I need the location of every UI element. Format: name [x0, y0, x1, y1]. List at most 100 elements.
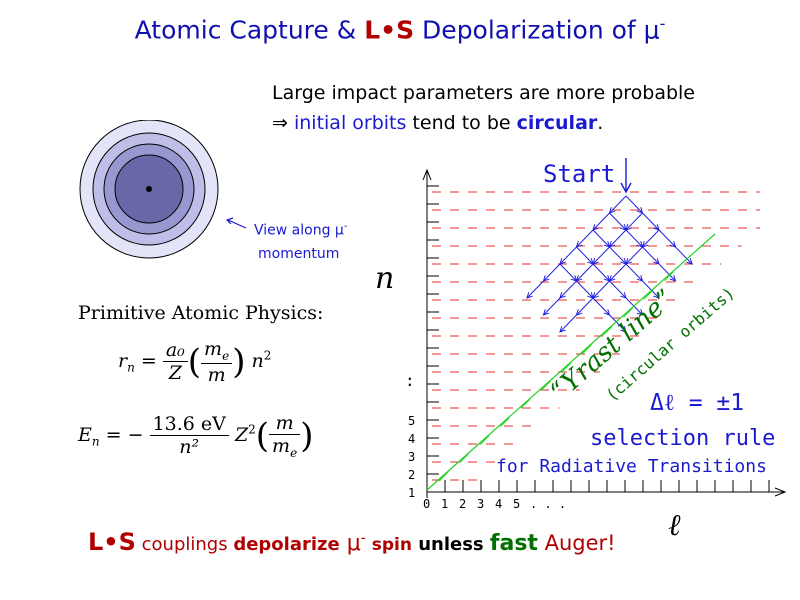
transition-arrow — [592, 246, 610, 265]
transition-arrow — [576, 246, 594, 265]
transition-arrow — [642, 280, 660, 299]
transition-arrow — [576, 297, 594, 316]
bottom-mu: μ — [339, 531, 361, 556]
transition-arrow-head — [542, 309, 550, 316]
primitive-physics-title: Primitive Atomic Physics: — [78, 302, 324, 324]
yrast-arrow — [664, 271, 674, 282]
y-tick-label: 5 — [408, 414, 415, 428]
transition-arrow-head — [620, 326, 627, 333]
me-over-m: me m — [201, 338, 233, 386]
x-tick-label: 5 — [513, 497, 520, 511]
m2-text: m — [275, 412, 294, 434]
transition-arrow — [609, 229, 627, 248]
transition-arrow — [642, 246, 660, 265]
transition-arrow — [609, 280, 627, 299]
r-symbol: r — [118, 349, 128, 372]
transition-arrow — [658, 263, 676, 282]
view-line1: View along μ — [254, 222, 344, 239]
transition-arrow — [576, 263, 594, 282]
transition-arrow-head — [686, 258, 693, 265]
energy-formula: En = − 13.6 eV n² Z2(m me) — [78, 412, 314, 460]
e-symbol: E — [78, 423, 92, 446]
transition-arrow — [559, 280, 577, 299]
x-tick-label: 1 — [441, 497, 448, 511]
transition-arrow — [526, 280, 544, 299]
n-sup: 2 — [263, 348, 272, 363]
me-text: m — [204, 338, 223, 360]
transition-arrow — [592, 229, 610, 248]
a0-over-z: a₀ Z — [162, 339, 188, 384]
a0-text: a₀ — [165, 339, 185, 362]
transition-arrow — [559, 263, 577, 282]
implies-arrow: ⇒ — [272, 112, 288, 134]
x-tick-label: 0 — [423, 497, 430, 511]
yrast-arrow — [561, 362, 572, 373]
transition-arrow-head — [526, 292, 533, 299]
yrast-arrows — [438, 271, 674, 482]
transition-arrow — [543, 263, 561, 282]
me2-text: m — [272, 435, 291, 457]
view-line2: momentum — [258, 245, 340, 262]
bottom-auger: Auger! — [537, 531, 616, 555]
transition-arrow — [559, 314, 577, 333]
bottom-sup: - — [360, 530, 366, 547]
n2-text: n² — [179, 436, 200, 459]
slide-title: Atomic Capture & L•S Depolarization of μ… — [0, 14, 800, 44]
transition-arrow — [642, 212, 660, 231]
energy-level-dashes — [432, 191, 760, 481]
transition-arrow — [625, 263, 643, 282]
title-part2: Depolarization of μ — [414, 15, 660, 45]
bottom-depolarize: depolarize — [233, 534, 340, 555]
l-axis-arrow — [774, 487, 787, 497]
transition-arrow — [625, 195, 643, 214]
intro-end: . — [597, 112, 604, 134]
transition-arrow — [625, 212, 643, 231]
y-dots: : — [405, 371, 415, 390]
x-tick-label: 3 — [477, 497, 484, 511]
z2-sup: 2 — [248, 422, 256, 437]
bottom-spin: spin — [365, 535, 412, 555]
start-label: Start — [543, 160, 615, 188]
transition-arrow — [658, 229, 676, 248]
yrast-arrow — [623, 307, 633, 318]
bottom-ls: L•S — [88, 528, 136, 556]
intro-line2: ⇒ initial orbits tend to be circular. — [272, 112, 603, 134]
yrast-arrow — [438, 471, 449, 482]
bottom-statement: L•S couplings depolarize μ- spin unless … — [88, 528, 616, 556]
z2-text: Z — [234, 423, 249, 446]
yrast-arrow — [479, 435, 490, 445]
y-tick-labels: 1 2 3 4 5 — [408, 414, 415, 500]
title-ls: L•S — [364, 15, 415, 45]
bottom-couplings: couplings — [135, 534, 234, 555]
x-tick-label: 4 — [495, 497, 502, 511]
transition-arrow — [576, 280, 594, 299]
m-text: m — [207, 363, 226, 386]
yrast-arrow — [541, 380, 551, 391]
selection-rule-label: selection rule — [590, 426, 775, 451]
transition-arrow — [625, 246, 643, 265]
start-arrow-head — [620, 182, 632, 194]
intro-mid: tend to be — [406, 112, 517, 134]
n-text: n — [251, 349, 264, 372]
m-over-me: m me — [269, 412, 301, 460]
bottom-fast: fast — [489, 531, 538, 556]
yrast-arrow — [520, 398, 531, 409]
n-axis-arrow — [422, 168, 432, 181]
e-sub: n — [91, 434, 100, 449]
transition-arrow-head — [653, 292, 660, 299]
transition-arrow — [609, 195, 627, 214]
transition-arrow — [592, 280, 610, 299]
y-tick-label: 4 — [408, 432, 415, 446]
transition-arrow-head — [669, 275, 677, 282]
x-tick-label: 2 — [459, 497, 466, 511]
transition-arrow — [609, 263, 627, 282]
me2-sub: e — [290, 445, 298, 460]
view-arrow-icon — [225, 217, 247, 229]
energy-fraction: 13.6 eV n² — [149, 413, 229, 459]
transition-arrows — [526, 195, 693, 333]
ev-text: 13.6 eV — [149, 413, 229, 437]
me-sub: e — [222, 348, 230, 363]
radius-formula: rn = a₀ Z(me m) n2 — [118, 338, 272, 386]
